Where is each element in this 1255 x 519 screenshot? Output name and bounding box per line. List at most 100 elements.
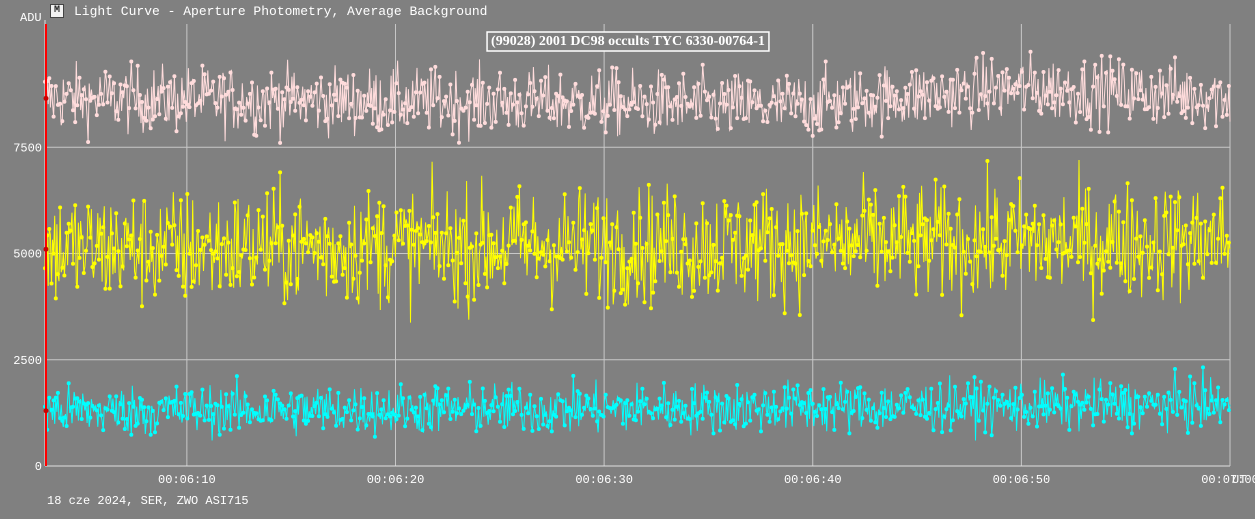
data-point	[989, 215, 994, 220]
data-point	[918, 89, 923, 94]
data-point	[1181, 242, 1186, 247]
data-point	[241, 105, 246, 110]
data-point	[101, 225, 106, 230]
data-point	[258, 247, 263, 252]
data-point	[929, 386, 934, 391]
data-point	[679, 249, 684, 254]
data-point	[631, 210, 636, 215]
data-point	[873, 188, 878, 193]
data-point	[230, 266, 235, 271]
data-point	[94, 113, 99, 118]
data-point	[858, 255, 863, 260]
data-point	[422, 392, 427, 397]
data-point	[823, 228, 828, 233]
data-point	[470, 412, 474, 417]
data-point	[1000, 273, 1005, 278]
data-point	[948, 428, 953, 433]
data-point	[545, 238, 550, 242]
data-point	[435, 96, 440, 101]
data-point	[547, 259, 552, 264]
data-point	[989, 433, 994, 438]
app-icon[interactable]: M	[50, 4, 64, 18]
data-point	[77, 399, 82, 404]
data-point	[472, 297, 477, 302]
data-point	[791, 91, 796, 96]
data-point	[838, 111, 843, 116]
data-point	[571, 373, 576, 378]
data-point	[834, 202, 839, 207]
data-point	[843, 266, 848, 271]
data-point	[1104, 397, 1108, 402]
data-point	[118, 284, 123, 289]
data-point	[659, 403, 664, 408]
data-point	[230, 88, 235, 92]
data-point	[1047, 407, 1052, 412]
data-point	[392, 233, 397, 238]
data-point	[840, 85, 845, 90]
data-point	[903, 390, 908, 395]
data-point	[1192, 381, 1197, 386]
data-point	[1015, 250, 1020, 255]
data-point	[1177, 94, 1182, 99]
data-point	[623, 302, 628, 307]
data-point	[1129, 431, 1134, 436]
data-point	[1007, 75, 1011, 80]
data-point	[79, 93, 84, 98]
data-point	[761, 403, 766, 408]
data-point	[730, 105, 735, 110]
data-point	[556, 94, 561, 98]
data-point	[774, 101, 779, 106]
data-point	[1004, 67, 1009, 72]
data-point	[950, 418, 955, 423]
data-point	[569, 408, 574, 413]
data-point	[983, 430, 988, 435]
data-point	[308, 94, 313, 99]
data-point	[73, 120, 78, 125]
data-point	[53, 296, 58, 301]
data-point	[319, 75, 323, 80]
data-point	[439, 115, 444, 120]
data-point	[608, 240, 612, 245]
data-point	[627, 259, 632, 264]
data-point	[722, 92, 727, 96]
data-point	[545, 424, 550, 428]
data-point	[1043, 256, 1048, 261]
data-point	[431, 215, 436, 220]
data-point	[974, 254, 979, 259]
data-point	[47, 76, 52, 81]
data-point	[976, 108, 981, 112]
data-point	[135, 248, 140, 253]
data-point	[237, 270, 242, 274]
data-point	[1170, 245, 1175, 250]
data-point	[450, 132, 455, 137]
data-point	[765, 412, 770, 417]
data-point	[60, 418, 65, 423]
data-point	[66, 381, 71, 386]
data-point	[325, 234, 330, 239]
data-point	[937, 105, 942, 110]
data-point	[1088, 127, 1093, 132]
data-point	[351, 73, 356, 77]
data-point	[858, 385, 863, 390]
data-point	[618, 94, 623, 99]
data-point	[112, 81, 116, 86]
series-2	[43, 159, 1231, 323]
data-point	[1028, 227, 1033, 232]
data-point	[312, 90, 317, 95]
data-point	[88, 415, 93, 420]
data-point	[1185, 262, 1190, 267]
data-point	[810, 133, 815, 138]
data-point	[567, 405, 571, 410]
data-point	[981, 51, 986, 55]
data-point	[1216, 84, 1221, 89]
data-point	[534, 414, 539, 419]
data-point	[465, 89, 470, 94]
data-point	[860, 101, 865, 106]
series-line	[44, 159, 1231, 323]
data-point	[1194, 403, 1199, 408]
data-point	[381, 112, 386, 117]
data-point	[396, 238, 401, 243]
data-point	[1069, 254, 1074, 259]
data-point	[247, 91, 252, 96]
data-point	[687, 258, 692, 263]
